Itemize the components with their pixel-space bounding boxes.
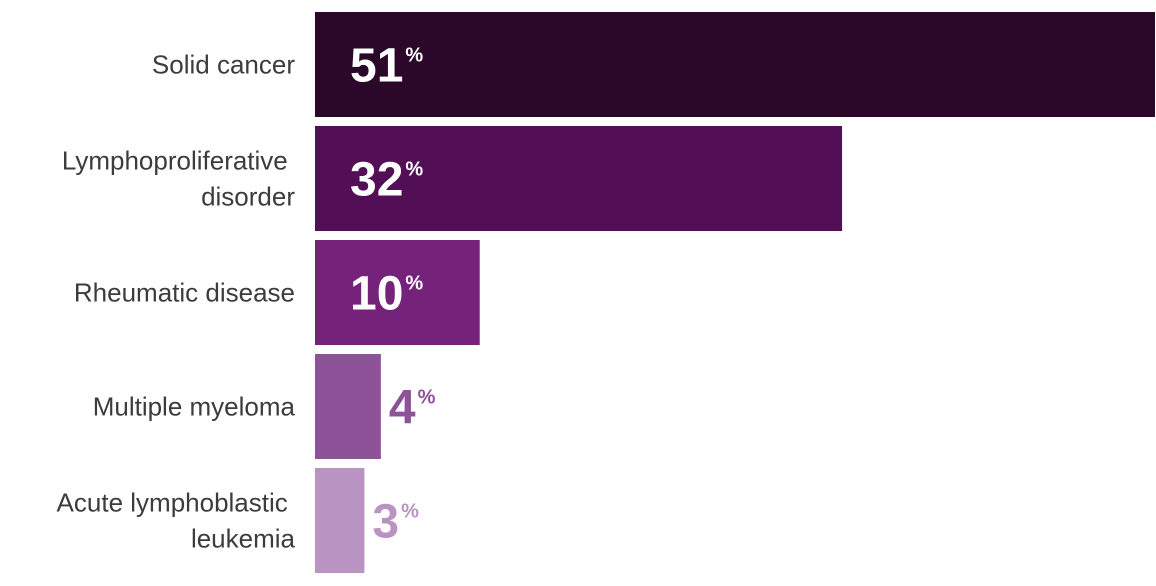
value-label: 10%: [350, 268, 423, 321]
category-label: Acute lymphoblastic leukemia: [57, 488, 296, 554]
value-label: 3%: [372, 496, 419, 549]
bar: [315, 12, 1155, 117]
bar: [315, 468, 365, 573]
bar: [315, 126, 843, 231]
value-label: 4%: [389, 382, 436, 435]
category-label: Lymphoproliferative disorder: [62, 146, 295, 212]
category-label: Solid cancer: [152, 50, 295, 80]
value-label: 51%: [350, 40, 423, 93]
bar: [315, 240, 480, 345]
value-label: 32%: [350, 154, 423, 207]
category-label: Rheumatic disease: [74, 278, 295, 308]
bar: [315, 354, 381, 459]
category-label: Multiple myeloma: [93, 392, 296, 422]
